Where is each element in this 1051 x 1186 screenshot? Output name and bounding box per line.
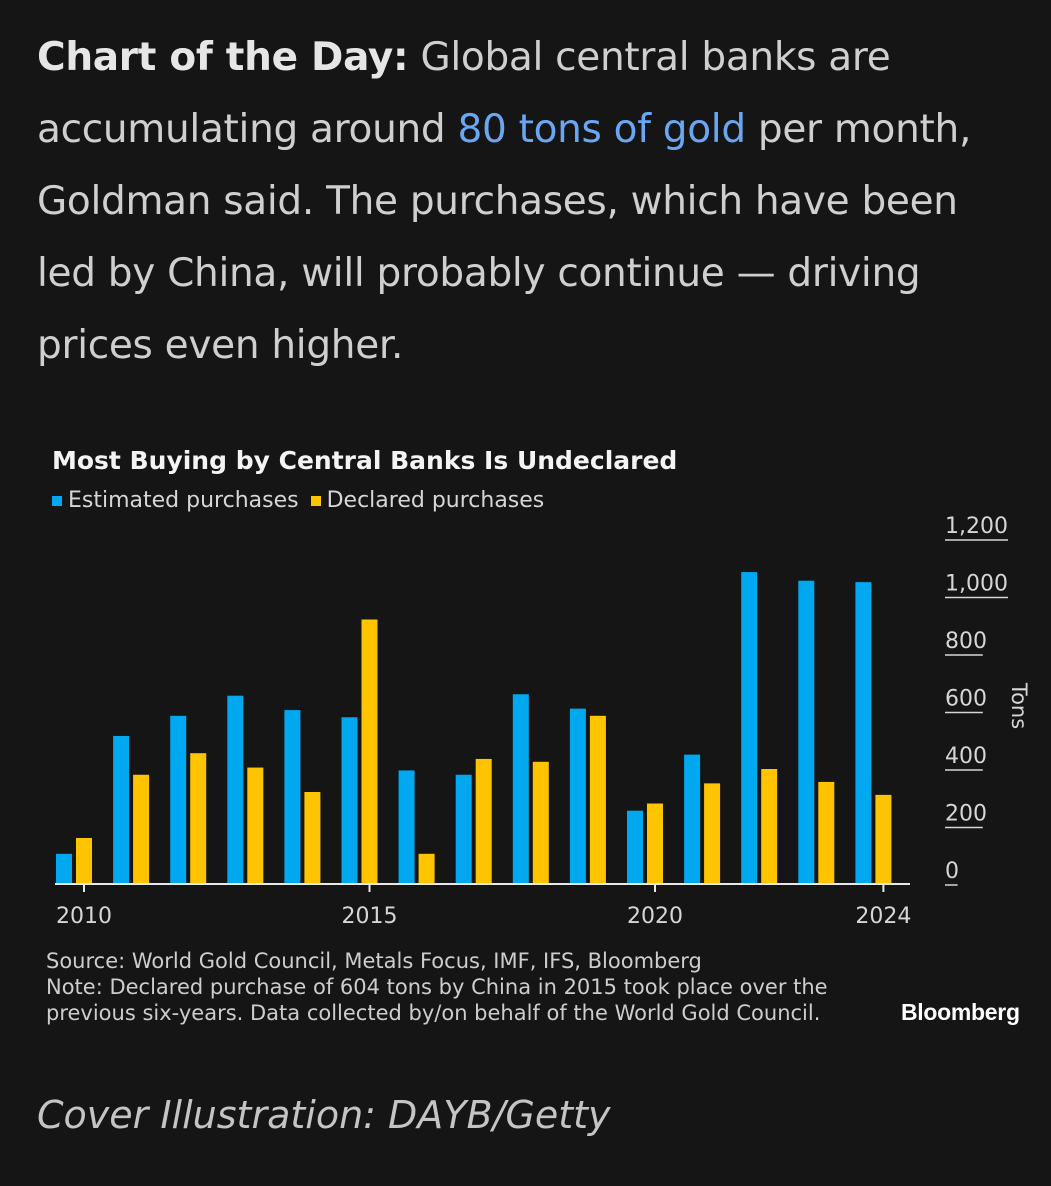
bar-declared-2011 [133, 774, 150, 884]
bar-estimated-2011 [113, 735, 130, 884]
bar-declared-2013 [247, 767, 264, 884]
bar-declared-2012 [190, 753, 207, 884]
y-tick-label-600: 600 [945, 687, 987, 712]
bar-estimated-2023 [798, 580, 815, 884]
y-tick-label-1000: 1,000 [945, 572, 1008, 597]
y-tick-label-800: 800 [945, 629, 987, 654]
bar-declared-2017 [475, 758, 492, 884]
bar-declared-2023 [818, 781, 835, 884]
bar-estimated-2010 [56, 853, 72, 884]
bar-declared-2022 [761, 769, 778, 884]
x-tick-label-2010: 2010 [56, 904, 112, 929]
bar-declared-2020 [647, 803, 663, 884]
y-tick-label-0: 0 [945, 859, 959, 884]
legend-item-declared: Declared purchases [310, 488, 545, 513]
bar-declared-2014 [304, 792, 321, 884]
intro-lead: Chart of the Day: [37, 35, 409, 80]
gold-tons-link[interactable]: 80 tons of gold [457, 107, 746, 152]
y-axis-label: Tons [1007, 682, 1031, 729]
legend-swatch-estimated [52, 495, 62, 506]
bar-estimated-2020 [627, 810, 643, 884]
intro-paragraph: Chart of the Day: Global central banks a… [37, 22, 1027, 382]
bar-estimated-2015 [341, 717, 358, 884]
y-tick-label-400: 400 [945, 744, 987, 769]
legend-label-declared: Declared purchases [326, 488, 545, 513]
bar-estimated-2018 [512, 694, 529, 884]
bar-declared-2024 [875, 794, 892, 884]
bar-declared-2016 [418, 853, 435, 884]
chart-title: Most Buying by Central Banks Is Undeclar… [52, 446, 678, 475]
legend-label-estimated: Estimated purchases [68, 488, 299, 513]
bar-estimated-2016 [398, 770, 415, 884]
bar-estimated-2017 [455, 774, 472, 884]
x-tick-label-2020: 2020 [627, 904, 683, 929]
intro-text-before: Global central banks are accumulating ar… [37, 35, 891, 152]
bar-declared-2019 [589, 715, 606, 884]
bar-estimated-2012 [170, 715, 187, 884]
legend-item-estimated: Estimated purchases [52, 488, 299, 513]
x-tick-label-2024: 2024 [855, 904, 911, 929]
bar-declared-2015 [361, 619, 378, 884]
bar-estimated-2024 [855, 582, 872, 884]
note-line-2: previous six-years. Data collected by/on… [46, 1001, 821, 1025]
source-text: Source: World Gold Council, Metals Focus… [46, 949, 702, 973]
bar-declared-2021 [704, 783, 721, 884]
chart-legend: Estimated purchases Declared purchases [52, 488, 556, 513]
bar-estimated-2019 [569, 708, 586, 884]
chart-notes: Source: World Gold Council, Metals Focus… [46, 948, 886, 1026]
y-tick-label-200: 200 [945, 802, 987, 827]
bloomberg-logo: Bloomberg [901, 999, 1020, 1025]
bar-estimated-2021 [684, 754, 701, 884]
bar-estimated-2022 [741, 572, 758, 884]
legend-swatch-declared [310, 495, 321, 506]
bar-declared-2010 [76, 838, 92, 884]
bar-estimated-2014 [284, 710, 301, 884]
intro-text-after: per month, Goldman said. The purchases, … [37, 107, 972, 368]
cover-credit: Cover Illustration: DAYB/Getty [37, 1093, 611, 1137]
x-tick-label-2015: 2015 [342, 904, 398, 929]
y-tick-label-1200: 1,200 [945, 514, 1008, 539]
bar-declared-2018 [532, 761, 549, 884]
bar-estimated-2013 [227, 695, 244, 884]
note-line-1: Note: Declared purchase of 604 tons by C… [46, 975, 828, 999]
